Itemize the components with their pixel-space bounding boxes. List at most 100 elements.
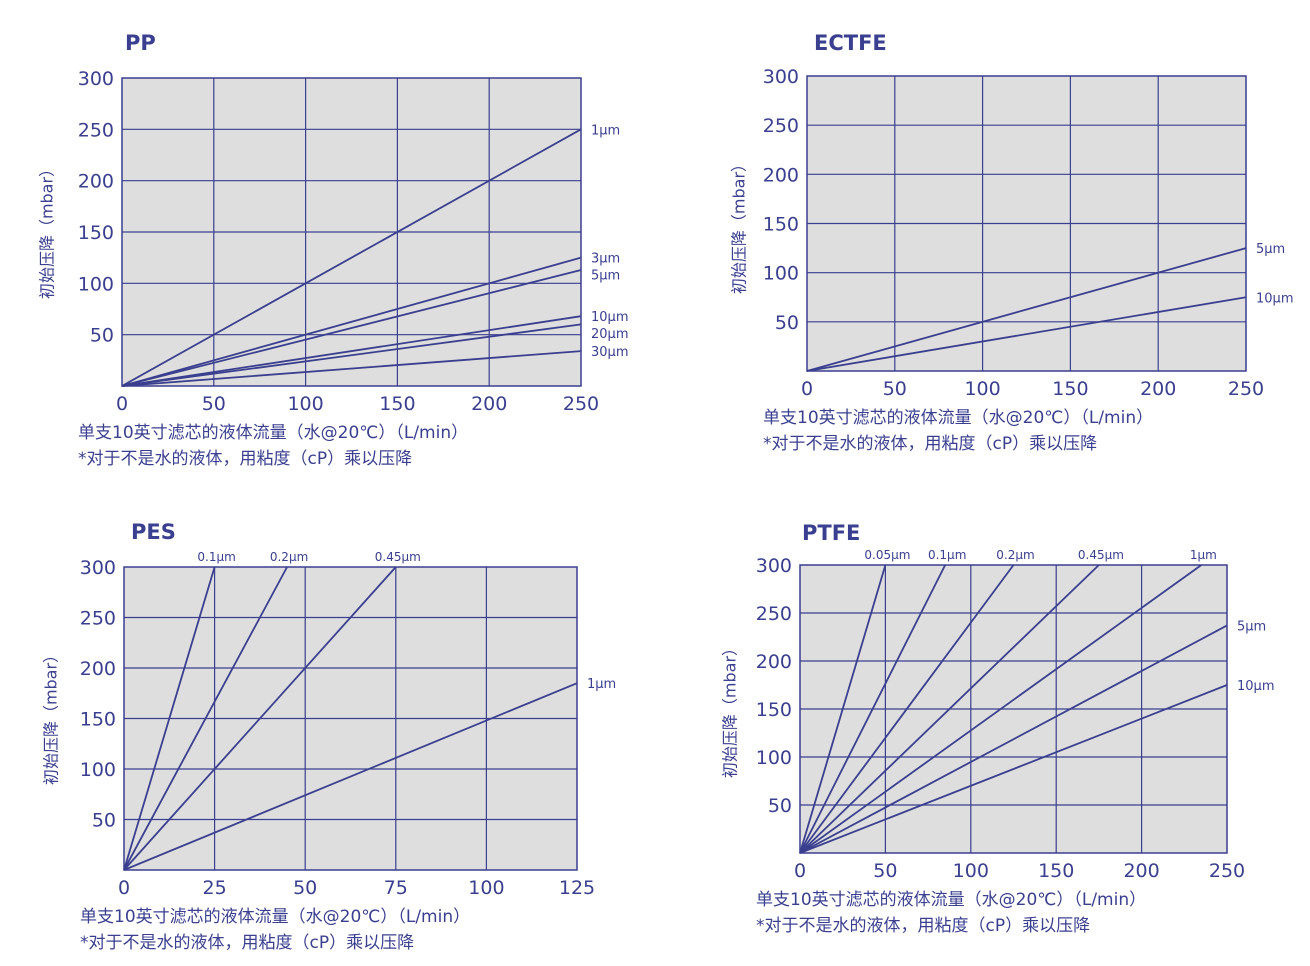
y-tick-label: 50	[90, 325, 114, 347]
x-tick-label: 0	[794, 860, 806, 882]
y-tick-label: 300	[80, 557, 116, 579]
chart-title: PES	[131, 520, 176, 544]
series-line	[799, 624, 1228, 854]
x-tick-label: 250	[563, 393, 599, 415]
y-tick-label: 150	[756, 699, 792, 721]
x-tick-label: 150	[1038, 860, 1074, 882]
x-tick-label: 100	[953, 860, 989, 882]
series-label: 10μm	[591, 310, 628, 325]
y-tick-label: 50	[775, 312, 799, 334]
x-tick-label: 250	[1209, 860, 1245, 882]
chart-pes: 0 25 50 75 100 125 50 100 150 200 250 300 PES 初始压降（mb…	[42, 520, 617, 953]
y-tick-label: 100	[763, 263, 799, 285]
y-tick-label: 250	[80, 608, 116, 630]
x-tick-label: 0	[801, 378, 813, 400]
y-tick-label: 200	[80, 658, 116, 680]
chart-title: PP	[125, 31, 156, 55]
x-tick-label: 0	[118, 877, 130, 899]
y-tick-label: 300	[756, 555, 792, 577]
x-tick-label: 25	[203, 877, 227, 899]
chart-note: *对于不是水的液体，用粘度（cP）乘以压降	[78, 449, 412, 469]
series-label: 0.45μm	[1078, 548, 1124, 562]
series-label: 5μm	[1256, 242, 1285, 257]
x-axis-label: 单支10英寸滤芯的液体流量（水@20℃）（L/min）	[756, 890, 1146, 910]
y-tick-label: 50	[92, 810, 116, 832]
series-label: 5μm	[1237, 619, 1266, 634]
series-label: 0.2μm	[996, 548, 1034, 562]
series-label: 20μm	[591, 327, 628, 342]
series-label: 3μm	[591, 252, 620, 267]
x-tick-label: 50	[883, 378, 907, 400]
y-tick-label: 300	[763, 66, 799, 88]
series-line	[121, 128, 582, 387]
y-axis-label: 初始压降（mbar）	[730, 156, 749, 294]
x-tick-label: 200	[1140, 378, 1176, 400]
y-tick-label: 150	[80, 709, 116, 731]
x-tick-label: 50	[293, 877, 317, 899]
x-tick-label: 200	[471, 393, 507, 415]
series-line	[123, 566, 397, 871]
series-line	[806, 296, 1247, 372]
y-tick-label: 200	[763, 164, 799, 186]
series-line	[799, 564, 1015, 854]
chart-note: *对于不是水的液体，用粘度（cP）乘以压降	[756, 916, 1090, 936]
x-tick-label: 100	[287, 393, 323, 415]
x-tick-label: 50	[202, 393, 226, 415]
x-tick-label: 100	[468, 877, 504, 899]
chart-title: ECTFE	[814, 31, 887, 55]
y-tick-label: 150	[78, 222, 114, 244]
x-tick-label: 150	[1052, 378, 1088, 400]
series-line	[121, 269, 582, 387]
series-line	[123, 566, 288, 871]
y-tick-label: 250	[78, 119, 114, 141]
x-tick-label: 0	[116, 393, 128, 415]
series-label: 0.1μm	[197, 550, 235, 564]
series-label: 0.1μm	[928, 548, 966, 562]
series-line	[121, 315, 582, 387]
series-label: 1μm	[591, 123, 620, 138]
series-label: 0.2μm	[270, 550, 308, 564]
chart-ectfe: 0 50 100 150 200 250 50 100 150 200 250 300 ECTFE 初始压…	[730, 31, 1294, 454]
x-tick-label: 50	[873, 860, 897, 882]
chart-note: *对于不是水的液体，用粘度（cP）乘以压降	[763, 434, 1097, 454]
x-axis-label: 单支10英寸滤芯的液体流量（水@20℃）（L/min）	[78, 423, 468, 443]
series-label: 10μm	[1237, 679, 1274, 694]
series-label: 1μm	[587, 677, 616, 692]
series-label: 10μm	[1256, 291, 1293, 306]
y-tick-label: 250	[756, 603, 792, 625]
series-line	[123, 682, 578, 871]
y-tick-label: 100	[756, 747, 792, 769]
series-line	[799, 564, 1100, 854]
series-line	[799, 564, 887, 854]
series-label: 0.05μm	[864, 548, 910, 562]
series-line	[121, 256, 582, 387]
series-label: 1μm	[1190, 548, 1217, 562]
chart-note: *对于不是水的液体，用粘度（cP）乘以压降	[80, 933, 414, 953]
y-tick-label: 50	[768, 795, 792, 817]
x-tick-label: 150	[379, 393, 415, 415]
series-line	[123, 566, 216, 871]
x-tick-label: 100	[964, 378, 1000, 400]
series-line	[121, 323, 582, 387]
x-tick-label: 125	[559, 877, 595, 899]
series-line	[806, 247, 1247, 372]
series-label: 0.45μm	[375, 550, 421, 564]
chart-pp: 0 50 100 150 200 250 50 100 150 200 250 300 PP 初始压降（m…	[38, 31, 629, 469]
series-line	[799, 684, 1228, 854]
y-tick-label: 150	[763, 214, 799, 236]
y-axis-label: 初始压降（mbar）	[721, 640, 740, 778]
series-line	[121, 350, 582, 387]
y-axis-label: 初始压降（mbar）	[42, 647, 61, 785]
series-label: 30μm	[591, 345, 628, 360]
y-tick-label: 200	[756, 651, 792, 673]
y-axis-label: 初始压降（mbar）	[38, 161, 57, 299]
y-tick-label: 100	[80, 759, 116, 781]
y-tick-label: 200	[78, 171, 114, 193]
chart-ptfe: 0 50 100 150 200 250 50 100 150 200 250 300 PTFE 初始压降…	[721, 521, 1275, 936]
x-tick-label: 75	[384, 877, 408, 899]
x-tick-label: 200	[1123, 860, 1159, 882]
x-axis-label: 单支10英寸滤芯的液体流量（水@20℃）（L/min）	[763, 408, 1153, 428]
series-line	[799, 564, 946, 854]
series-label: 5μm	[591, 269, 620, 284]
